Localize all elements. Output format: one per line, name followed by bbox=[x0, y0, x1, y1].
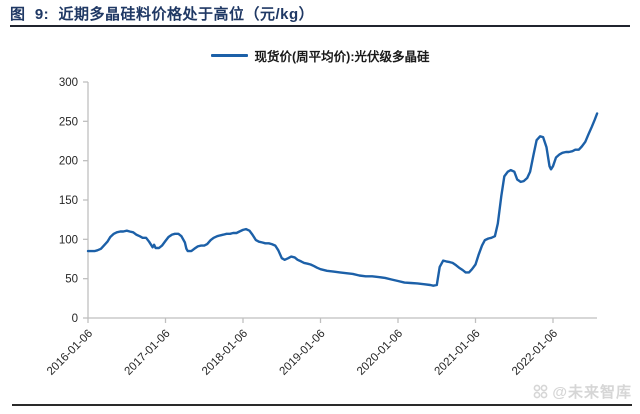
y-tick-label: 250 bbox=[59, 116, 78, 128]
watermark-text: @未来智库 bbox=[552, 384, 632, 401]
legend-label: 现货价(周平均价):光伏级多晶硅 bbox=[254, 49, 430, 64]
x-tick-label: 2017-01-06 bbox=[123, 328, 173, 378]
bottom-border bbox=[12, 404, 632, 406]
y-tick-label: 300 bbox=[59, 77, 78, 89]
y-tick-label: 200 bbox=[59, 156, 78, 168]
watermark: @未来智库 bbox=[532, 381, 632, 402]
price-line bbox=[86, 112, 599, 287]
x-tick-label: 2021-01-06 bbox=[433, 328, 483, 378]
x-tick-label: 2019-01-06 bbox=[278, 328, 328, 378]
legend-line-swatch bbox=[210, 53, 248, 57]
axis-lines bbox=[87, 82, 597, 319]
x-tick-label: 2022-01-06 bbox=[510, 328, 560, 378]
figure-title: 图 9: 近期多晶硅料价格处于高位（元/kg） bbox=[10, 6, 315, 23]
chart-legend: 现货价(周平均价):光伏级多晶硅 bbox=[0, 46, 640, 64]
y-tick-label: 150 bbox=[59, 195, 78, 207]
x-tick-label: 2016-01-06 bbox=[45, 328, 95, 378]
y-tick-label: 50 bbox=[65, 274, 78, 286]
clover-logo-icon bbox=[533, 384, 548, 399]
x-tick-label: 2018-01-06 bbox=[200, 328, 250, 378]
x-tick-label: 2020-01-06 bbox=[355, 328, 405, 378]
y-tick-label: 100 bbox=[59, 234, 78, 246]
title-underline bbox=[10, 25, 630, 27]
y-tick-label: 0 bbox=[72, 313, 78, 325]
